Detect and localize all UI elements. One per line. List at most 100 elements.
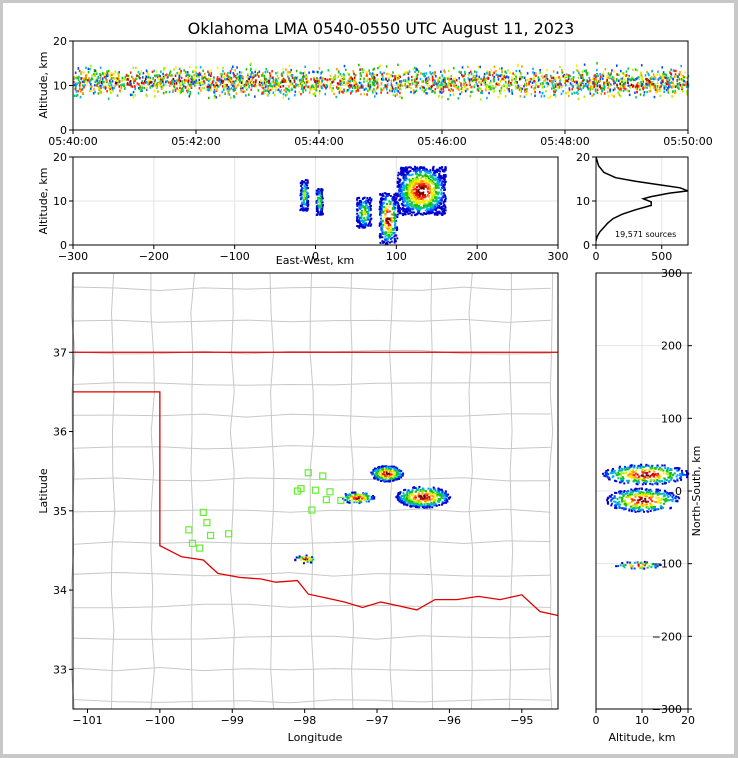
altitude-time-source xyxy=(89,83,92,86)
altitude-time-source xyxy=(420,72,422,75)
east-west-source xyxy=(428,202,431,205)
altitude-time-source xyxy=(404,86,407,89)
altitude-time-source xyxy=(656,89,659,92)
altitude-time-source xyxy=(135,77,137,80)
altitude-time-source xyxy=(257,72,260,75)
altitude-time-source xyxy=(179,79,182,83)
east-west-source xyxy=(405,192,408,195)
altitude-time-source xyxy=(582,86,585,89)
altitude-time-source xyxy=(592,82,595,85)
east-west-source xyxy=(307,196,310,199)
east-west-source xyxy=(418,169,421,172)
altitude-time-source xyxy=(514,81,516,84)
altitude-time-source xyxy=(477,89,480,92)
altitude-time-source xyxy=(85,74,88,77)
altitude-time-source xyxy=(460,73,463,77)
east-west-source xyxy=(429,188,432,191)
altitude-time-source xyxy=(129,71,132,74)
east-west-source xyxy=(414,167,417,170)
altitude-time-source xyxy=(223,84,225,88)
altitude-time-source xyxy=(170,81,172,84)
altitude-time-source xyxy=(654,77,657,81)
altitude-time-source xyxy=(528,78,531,81)
altitude-time-source xyxy=(393,90,396,93)
map-source xyxy=(295,556,298,559)
altitude-time-source xyxy=(123,83,125,86)
map-source xyxy=(388,480,391,483)
altitude-time-source xyxy=(541,86,544,89)
map-source xyxy=(392,479,395,482)
altitude-time-source xyxy=(173,68,175,71)
east-west-source xyxy=(403,197,406,200)
altitude-time-source xyxy=(567,74,570,77)
altitude-time-source xyxy=(394,75,396,78)
altitude-time-source xyxy=(470,90,473,94)
altitude-time-source xyxy=(483,72,486,76)
east-west-source xyxy=(444,194,447,197)
east-west-source xyxy=(438,167,441,170)
east-west-source xyxy=(408,184,411,187)
map-source xyxy=(301,556,304,559)
east-west-source xyxy=(416,173,419,176)
east-west-source xyxy=(416,167,419,170)
altitude-time-source xyxy=(162,91,165,95)
map-source xyxy=(446,500,449,503)
altitude-time-source xyxy=(372,91,374,94)
east-west-source xyxy=(390,237,393,240)
altitude-time-source xyxy=(209,78,212,81)
plan-view-map-area xyxy=(72,272,559,710)
altitude-time-source xyxy=(164,74,167,77)
north-south-source xyxy=(636,467,639,470)
altitude-time-source xyxy=(462,83,465,87)
altitude-time-source xyxy=(80,72,83,75)
altitude-time-source xyxy=(369,87,371,91)
east-west-source xyxy=(318,200,321,203)
altitude-time-source xyxy=(495,73,498,76)
altitude-time-source xyxy=(653,75,656,79)
altitude-time-source xyxy=(73,94,76,98)
east-west-source xyxy=(302,197,305,200)
altitude-time-source xyxy=(443,69,445,72)
map-source xyxy=(442,502,445,505)
map-source xyxy=(426,496,429,499)
east-west-source xyxy=(399,212,402,215)
altitude-time-source xyxy=(430,72,432,76)
altitude-time-source xyxy=(434,80,436,83)
east-west-source xyxy=(305,203,308,206)
altitude-time-source xyxy=(542,76,544,79)
altitude-time-source xyxy=(217,77,219,81)
east-west-source xyxy=(440,212,443,215)
north-south-source xyxy=(676,474,679,477)
east-west-source xyxy=(397,209,400,212)
altitude-time-source xyxy=(382,87,385,90)
altitude-time-source xyxy=(209,85,212,89)
east-west-source xyxy=(404,175,407,178)
altitude-time-source xyxy=(627,75,630,79)
map-source xyxy=(369,498,372,501)
altitude-time-source xyxy=(367,89,369,93)
east-west-source xyxy=(423,200,426,203)
east-west-source xyxy=(418,195,421,198)
altitude-time-source xyxy=(363,88,366,91)
altitude-time-source xyxy=(413,66,416,70)
east-west-source xyxy=(408,212,411,215)
east-west-source xyxy=(317,211,320,214)
altitude-time-source xyxy=(379,64,382,67)
altitude-time-source xyxy=(359,73,362,76)
east-west-source xyxy=(398,178,401,181)
east-west-source xyxy=(299,193,302,196)
altitude-time-source xyxy=(439,91,441,94)
altitude-time-source xyxy=(114,81,117,84)
east-west-source xyxy=(359,205,362,208)
map-source xyxy=(418,485,421,488)
altitude-time-source xyxy=(582,84,585,88)
altitude-time-source xyxy=(187,75,190,78)
altitude-time-source xyxy=(411,82,414,85)
map-source xyxy=(379,470,382,473)
altitude-time-source xyxy=(219,82,222,85)
map-source xyxy=(358,502,361,505)
altitude-time-source xyxy=(539,68,541,72)
east-west-source xyxy=(439,175,442,178)
altitude-time-source xyxy=(591,88,593,91)
altitude-time-source xyxy=(230,83,233,86)
